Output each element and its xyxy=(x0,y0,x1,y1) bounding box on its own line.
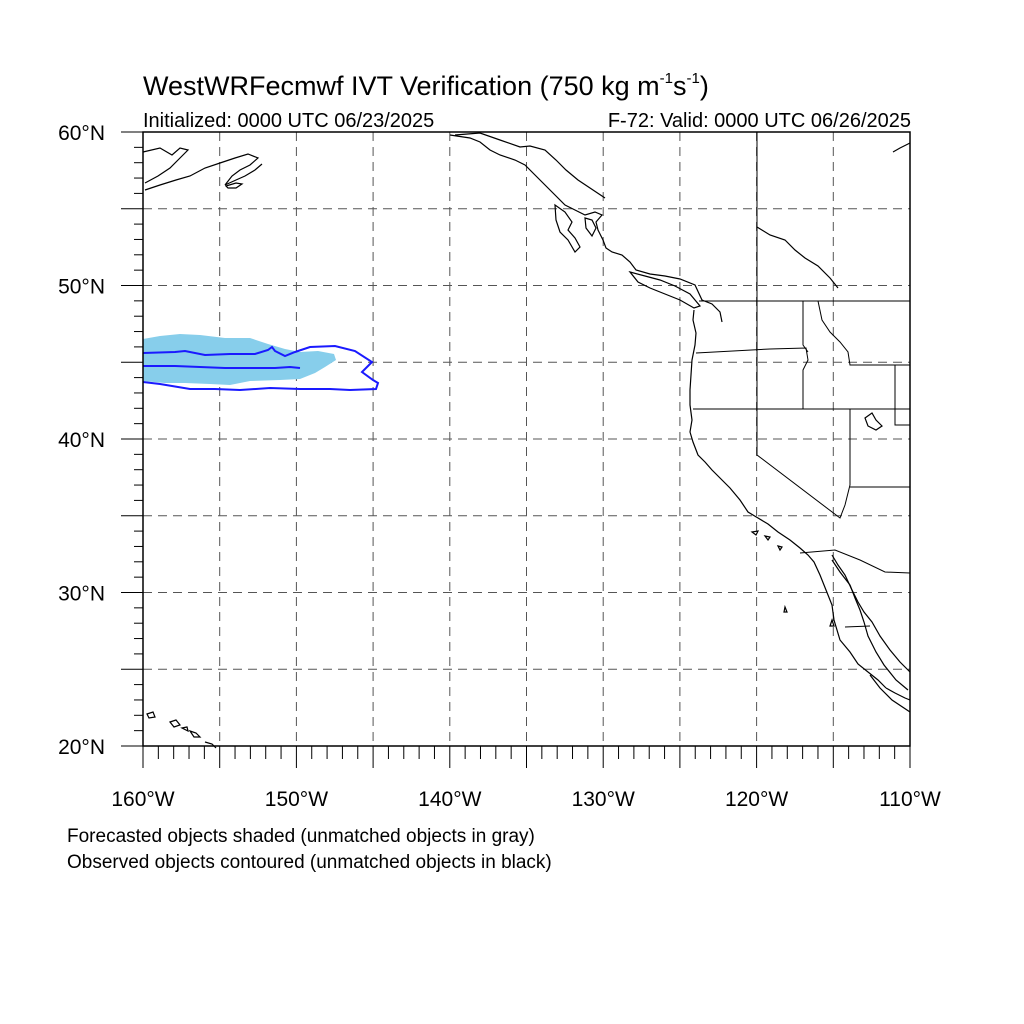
longitude-labels: 160°W 150°W 140°W 130°W 120°W 110°W xyxy=(111,788,941,811)
forecast-object-shaded xyxy=(143,334,336,385)
lat-label: 30°N xyxy=(58,583,105,606)
political-borders xyxy=(693,132,911,628)
title-exponent-1: -1 xyxy=(659,70,673,87)
lon-label: 110°W xyxy=(879,788,941,811)
observed-legend-note: Observed objects contoured (unmatched ob… xyxy=(67,852,552,873)
lat-label: 40°N xyxy=(58,429,105,452)
lon-label: 150°W xyxy=(265,788,328,811)
title-mid: s xyxy=(672,71,687,101)
lat-label: 50°N xyxy=(58,276,105,299)
title-suffix: ) xyxy=(699,71,709,101)
lon-label: 130°W xyxy=(572,788,635,811)
coastline xyxy=(142,132,911,749)
observed-object-contour xyxy=(142,344,380,392)
title-exponent-2: -1 xyxy=(686,70,700,87)
forecast-legend-note: Forecasted objects shaded (unmatched obj… xyxy=(67,826,535,847)
lon-label: 140°W xyxy=(418,788,481,811)
latitude-labels: 60°N 50°N 40°N 30°N 20°N xyxy=(58,122,105,759)
map-title: WestWRFecmwf IVT Verification (750 kg m-… xyxy=(143,70,709,102)
lon-label: 160°W xyxy=(111,788,174,811)
valid-time: F-72: Valid: 0000 UTC 06/26/2025 xyxy=(607,110,911,132)
lon-label: 120°W xyxy=(725,788,788,811)
lat-label: 20°N xyxy=(58,736,105,759)
title-prefix: WestWRFecmwf IVT Verification (750 kg m xyxy=(143,71,660,101)
axis-ticks xyxy=(121,131,911,768)
initialized-time: Initialized: 0000 UTC 06/23/2025 xyxy=(143,110,435,132)
map-gridlines xyxy=(143,132,910,746)
lat-label: 60°N xyxy=(58,122,105,145)
